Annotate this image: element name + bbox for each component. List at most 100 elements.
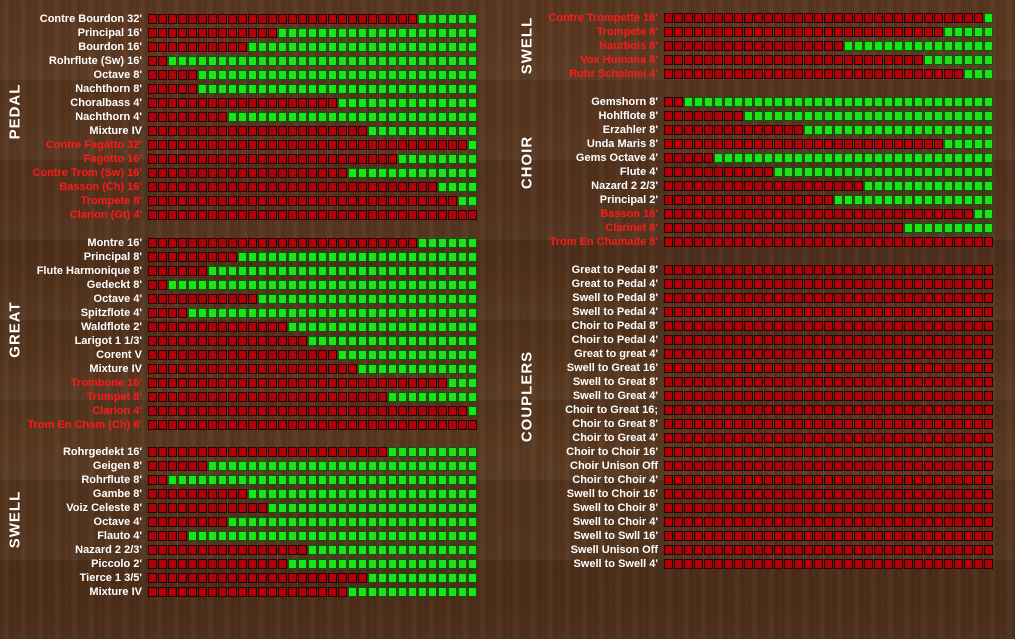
level-cell-on[interactable] (288, 475, 297, 485)
level-cell-off[interactable] (934, 433, 943, 443)
level-cell-off[interactable] (834, 475, 843, 485)
level-cell-off[interactable] (288, 98, 297, 108)
level-cell-on[interactable] (338, 70, 347, 80)
level-cell-off[interactable] (764, 139, 773, 149)
level-cell-off[interactable] (844, 69, 853, 79)
level-cell-off[interactable] (874, 55, 883, 65)
level-cell-on[interactable] (974, 223, 983, 233)
stop-label[interactable]: Octave 8' (93, 69, 142, 81)
level-cell-off[interactable] (874, 489, 883, 499)
level-cell-off[interactable] (734, 55, 743, 65)
level-cell-off[interactable] (318, 168, 327, 178)
level-cell-off[interactable] (358, 14, 367, 24)
level-cell-off[interactable] (664, 69, 673, 79)
level-cell-off[interactable] (238, 42, 247, 52)
level-cell-on[interactable] (278, 280, 287, 290)
level-cell-on[interactable] (358, 70, 367, 80)
level-cell-off[interactable] (298, 154, 307, 164)
stop-level-bar[interactable] (664, 181, 993, 191)
level-cell-off[interactable] (158, 140, 167, 150)
level-cell-off[interactable] (168, 98, 177, 108)
stop-label[interactable]: Choir to Great 4' (572, 432, 658, 444)
level-cell-off[interactable] (884, 209, 893, 219)
level-cell-on[interactable] (358, 56, 367, 66)
level-cell-off[interactable] (704, 349, 713, 359)
level-cell-off[interactable] (238, 489, 247, 499)
stop-row[interactable]: Choir to Great 4' (0, 431, 994, 445)
level-cell-off[interactable] (288, 196, 297, 206)
stop-level-bar[interactable] (148, 447, 477, 457)
stop-row[interactable]: Gambe 8' (0, 487, 478, 501)
level-cell-on[interactable] (388, 336, 397, 346)
level-cell-off[interactable] (328, 168, 337, 178)
level-cell-off[interactable] (884, 27, 893, 37)
level-cell-off[interactable] (904, 503, 913, 513)
level-cell-off[interactable] (258, 392, 267, 402)
level-cell-on[interactable] (924, 195, 933, 205)
stop-level-bar[interactable] (664, 167, 993, 177)
level-cell-off[interactable] (368, 154, 377, 164)
level-cell-on[interactable] (358, 28, 367, 38)
level-cell-off[interactable] (884, 419, 893, 429)
level-cell-off[interactable] (734, 69, 743, 79)
level-cell-on[interactable] (308, 252, 317, 262)
level-cell-on[interactable] (308, 461, 317, 471)
level-cell-off[interactable] (148, 210, 157, 220)
level-cell-off[interactable] (148, 392, 157, 402)
level-cell-on[interactable] (298, 308, 307, 318)
level-cell-off[interactable] (734, 181, 743, 191)
level-cell-on[interactable] (378, 168, 387, 178)
level-cell-off[interactable] (158, 587, 167, 597)
level-cell-off[interactable] (744, 27, 753, 37)
level-cell-off[interactable] (188, 587, 197, 597)
level-cell-off[interactable] (674, 153, 683, 163)
level-cell-off[interactable] (368, 196, 377, 206)
level-cell-on[interactable] (964, 69, 973, 79)
level-cell-off[interactable] (674, 475, 683, 485)
level-cell-on[interactable] (438, 294, 447, 304)
level-cell-off[interactable] (278, 98, 287, 108)
level-cell-on[interactable] (388, 322, 397, 332)
level-cell-on[interactable] (408, 280, 417, 290)
level-cell-on[interactable] (944, 223, 953, 233)
level-cell-on[interactable] (814, 167, 823, 177)
level-cell-off[interactable] (934, 69, 943, 79)
level-cell-off[interactable] (664, 27, 673, 37)
level-cell-off[interactable] (178, 112, 187, 122)
level-cell-off[interactable] (784, 503, 793, 513)
stop-label[interactable]: Unda Maris 8' (586, 138, 658, 150)
level-cell-off[interactable] (168, 545, 177, 555)
level-cell-off[interactable] (904, 461, 913, 471)
level-cell-off[interactable] (308, 168, 317, 178)
level-cell-on[interactable] (198, 84, 207, 94)
level-cell-off[interactable] (834, 559, 843, 569)
level-cell-off[interactable] (744, 545, 753, 555)
level-cell-on[interactable] (228, 56, 237, 66)
level-cell-off[interactable] (168, 587, 177, 597)
level-cell-on[interactable] (984, 41, 993, 51)
level-cell-off[interactable] (974, 265, 983, 275)
level-cell-off[interactable] (158, 447, 167, 457)
level-cell-off[interactable] (198, 168, 207, 178)
level-cell-off[interactable] (944, 461, 953, 471)
level-cell-off[interactable] (674, 349, 683, 359)
level-cell-off[interactable] (704, 531, 713, 541)
level-cell-on[interactable] (308, 42, 317, 52)
level-cell-off[interactable] (198, 364, 207, 374)
level-cell-on[interactable] (388, 112, 397, 122)
level-cell-off[interactable] (338, 392, 347, 402)
level-cell-off[interactable] (188, 322, 197, 332)
level-cell-on[interactable] (378, 364, 387, 374)
level-cell-on[interactable] (338, 559, 347, 569)
level-cell-off[interactable] (168, 406, 177, 416)
level-cell-on[interactable] (298, 280, 307, 290)
level-cell-off[interactable] (328, 182, 337, 192)
stop-row[interactable]: Choir to Choir 4' (0, 473, 994, 487)
stop-label[interactable]: Rohrflute 8' (81, 474, 142, 486)
level-cell-off[interactable] (794, 321, 803, 331)
level-cell-off[interactable] (228, 378, 237, 388)
level-cell-on[interactable] (448, 559, 457, 569)
level-cell-on[interactable] (178, 475, 187, 485)
level-cell-on[interactable] (378, 475, 387, 485)
level-cell-on[interactable] (418, 573, 427, 583)
